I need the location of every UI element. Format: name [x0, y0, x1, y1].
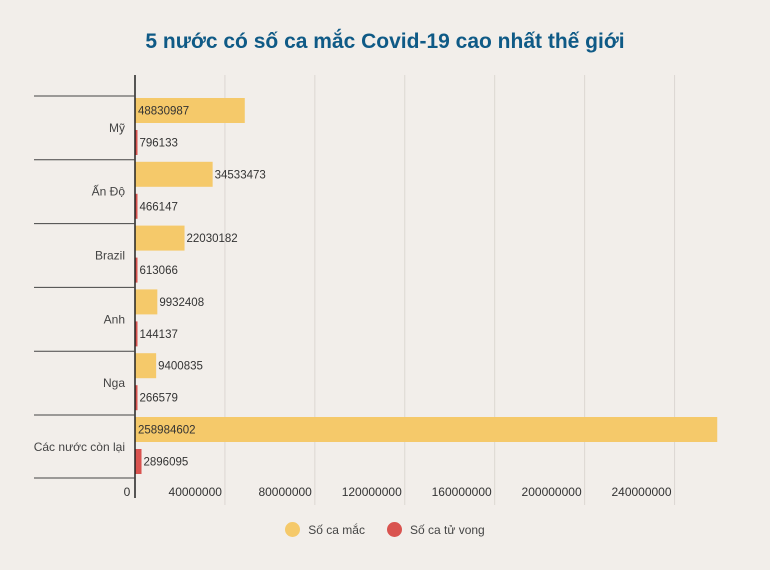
x-tick-label: 40000000: [169, 485, 223, 499]
bar-deaths: [135, 257, 138, 283]
data-label-cases: 34533473: [215, 169, 266, 181]
bar-cases: [135, 161, 213, 187]
category-label: Brazil: [95, 249, 125, 263]
category-axis: Mỹ Ấn Độ Brazil Anh Nga Các nước còn lại: [34, 75, 136, 498]
bar-deaths: [135, 449, 142, 474]
x-tick-label: 80000000: [258, 485, 312, 499]
data-label-deaths: 466147: [140, 201, 178, 213]
legend-swatch-cases: [285, 522, 301, 537]
data-label-cases: 22030182: [187, 233, 238, 245]
category-label: Ấn Độ: [92, 184, 126, 199]
data-label-deaths: 796133: [140, 138, 178, 150]
category-label: Mỹ: [109, 121, 125, 135]
data-label-cases: 48830987: [138, 106, 189, 118]
bar-deaths: [135, 321, 138, 347]
category-label: Anh: [104, 312, 125, 326]
legend-item-cases[interactable]: Số ca mắc: [285, 522, 365, 537]
x-tick-label: 160000000: [432, 485, 492, 499]
data-label-deaths: 144137: [140, 329, 178, 341]
legend: Số ca mắc Số ca tử vong: [0, 522, 770, 537]
bar-cases: [135, 225, 185, 251]
data-label-deaths: 266579: [140, 393, 178, 405]
bar-deaths: [135, 193, 138, 219]
bar-cases: [135, 98, 245, 123]
data-label-cases: 9400835: [158, 361, 203, 373]
chart-title: 5 nước có số ca mắc Covid-19 cao nhất th…: [145, 30, 625, 53]
data-label-cases: 9932408: [159, 297, 204, 309]
x-tick-label: 0: [124, 485, 131, 499]
category-label: Các nước còn lại: [34, 440, 125, 454]
bar-cases: [135, 417, 718, 442]
legend-label-cases: Số ca mắc: [308, 522, 365, 537]
bar-deaths: [135, 130, 138, 155]
data-label-deaths: 613066: [140, 265, 178, 277]
legend-swatch-deaths: [386, 522, 402, 537]
value-axis: 0 40000000 80000000 120000000 160000000 20000…: [124, 485, 672, 499]
x-tick-label: 120000000: [342, 485, 402, 499]
x-tick-label: 200000000: [522, 485, 582, 499]
data-label-deaths: 2896095: [144, 457, 189, 469]
category-label: Nga: [103, 376, 125, 390]
data-label-cases: 258984602: [138, 425, 196, 437]
legend-item-deaths[interactable]: Số ca tử vong: [386, 522, 485, 537]
bar-cases: [135, 353, 157, 379]
x-tick-label: 240000000: [611, 485, 671, 499]
legend-label-deaths: Số ca tử vong: [409, 522, 485, 537]
bar-deaths: [135, 385, 138, 411]
bar-cases: [135, 289, 158, 315]
bars: 48830987 34533473 22030182 9932408 9400835 25…: [135, 98, 718, 474]
